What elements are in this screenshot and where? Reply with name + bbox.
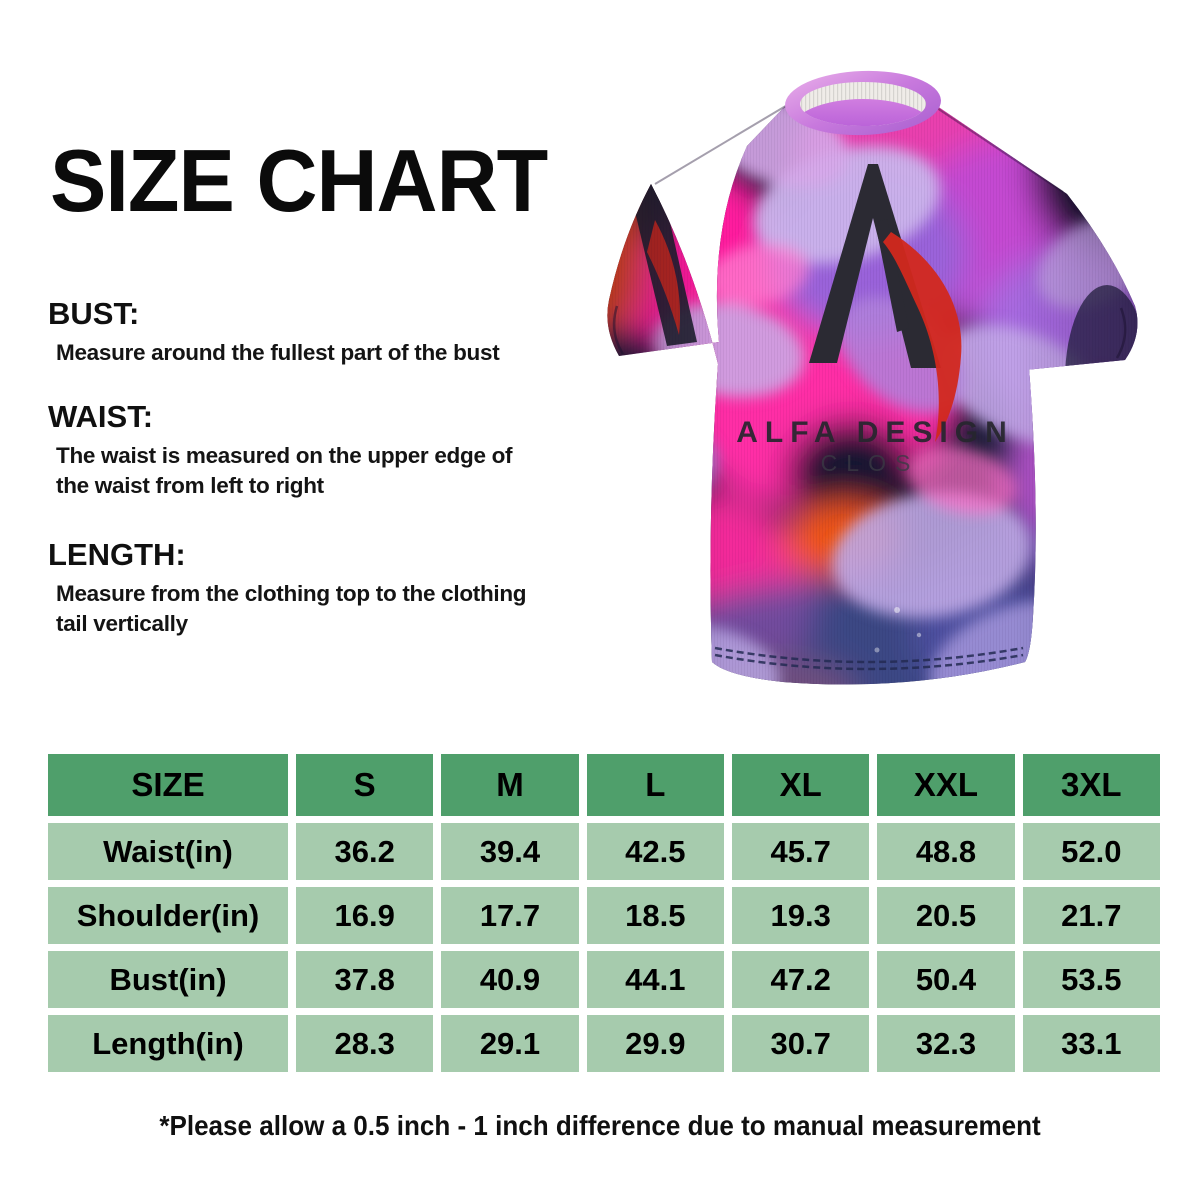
- guide-waist-line-1: The waist is measured on the upper edge …: [56, 443, 513, 468]
- brand-logo-a-inner-stroke: [875, 219, 909, 332]
- size-table-row-label: Waist(in): [48, 823, 288, 880]
- size-table-cell: 29.9: [586, 1015, 724, 1072]
- guide-section-length: LENGTH: Measure from the clothing top to…: [48, 537, 527, 639]
- brand-logo-a-mark: [809, 164, 941, 368]
- guide-length-line-1: Measure from the clothing top to the clo…: [56, 581, 527, 606]
- size-table-row-label: Bust(in): [48, 951, 288, 1008]
- size-table-cell: 48.8: [877, 823, 1015, 880]
- size-table-cell: 37.8: [296, 951, 434, 1008]
- stitch-seams: [612, 103, 1127, 671]
- guide-section-waist: WAIST: The waist is measured on the uppe…: [48, 399, 513, 501]
- size-table-cell: 36.2: [296, 823, 434, 880]
- size-table-header-cell: SIZE: [48, 754, 288, 816]
- size-table: SIZE S M L XL XXL 3XL Waist(in) 36.2 39.…: [48, 754, 1160, 1072]
- size-table-header-cell: XL: [731, 754, 870, 816]
- tshirt-collar: [785, 70, 941, 136]
- guide-section-bust: BUST: Measure around the fullest part of…: [48, 296, 500, 368]
- size-table-cell: 28.3: [296, 1015, 434, 1072]
- brand-logo-red-swoosh: [883, 232, 962, 442]
- size-table-cell: 52.0: [1022, 823, 1160, 880]
- size-table-cell: 47.2: [731, 951, 870, 1008]
- guide-length-heading: LENGTH:: [48, 537, 186, 572]
- size-table-cell: 17.7: [441, 887, 579, 944]
- size-table-cell: 44.1: [586, 951, 724, 1008]
- brand-subtext: CLOS: [821, 450, 920, 476]
- size-table-cell: 32.3: [877, 1015, 1015, 1072]
- guide-waist-heading: WAIST:: [48, 399, 154, 434]
- page-title: SIZE CHART: [50, 131, 548, 230]
- size-table-cell: 20.5: [877, 887, 1015, 944]
- size-table-header-cell: 3XL: [1022, 754, 1160, 816]
- size-table-header-cell: XXL: [877, 754, 1015, 816]
- size-table-cell: 50.4: [877, 951, 1015, 1008]
- brand-logo: ALFA DESIGN CLOS: [736, 164, 1014, 476]
- tshirt-product-image: ALFA DESIGN CLOS: [597, 50, 1145, 702]
- size-table-cell: 21.7: [1022, 887, 1160, 944]
- size-table-cell: 16.9: [296, 887, 434, 944]
- size-table-row-label: Length(in): [48, 1015, 288, 1072]
- guide-waist-line-2: the waist from left to right: [56, 473, 324, 498]
- size-table-cell: 40.9: [441, 951, 579, 1008]
- tshirt-illustration: ALFA DESIGN CLOS: [607, 70, 1138, 685]
- size-table-cell: 42.5: [586, 823, 724, 880]
- size-table-cell: 29.1: [441, 1015, 579, 1072]
- size-table-row-label: Shoulder(in): [48, 887, 288, 944]
- size-table-header-cell: L: [586, 754, 724, 816]
- size-table-cell: 33.1: [1022, 1015, 1160, 1072]
- tshirt-fabric-print: [607, 89, 1138, 685]
- measurement-footnote: *Please allow a 0.5 inch - 1 inch differ…: [159, 1110, 1041, 1141]
- size-table-cell: 30.7: [731, 1015, 870, 1072]
- size-table-cell: 18.5: [586, 887, 724, 944]
- size-table-cell: 45.7: [731, 823, 870, 880]
- size-table-header-cell: S: [296, 754, 434, 816]
- brand-text: ALFA DESIGN: [736, 416, 1014, 449]
- guide-bust-line: Measure around the fullest part of the b…: [56, 340, 500, 365]
- guide-length-line-2: tail vertically: [56, 611, 188, 636]
- size-table-cell: 39.4: [441, 823, 579, 880]
- guide-bust-heading: BUST:: [48, 296, 140, 331]
- size-table-cell: 19.3: [731, 887, 870, 944]
- size-table-cell: 53.5: [1022, 951, 1160, 1008]
- size-table-header-cell: M: [441, 754, 579, 816]
